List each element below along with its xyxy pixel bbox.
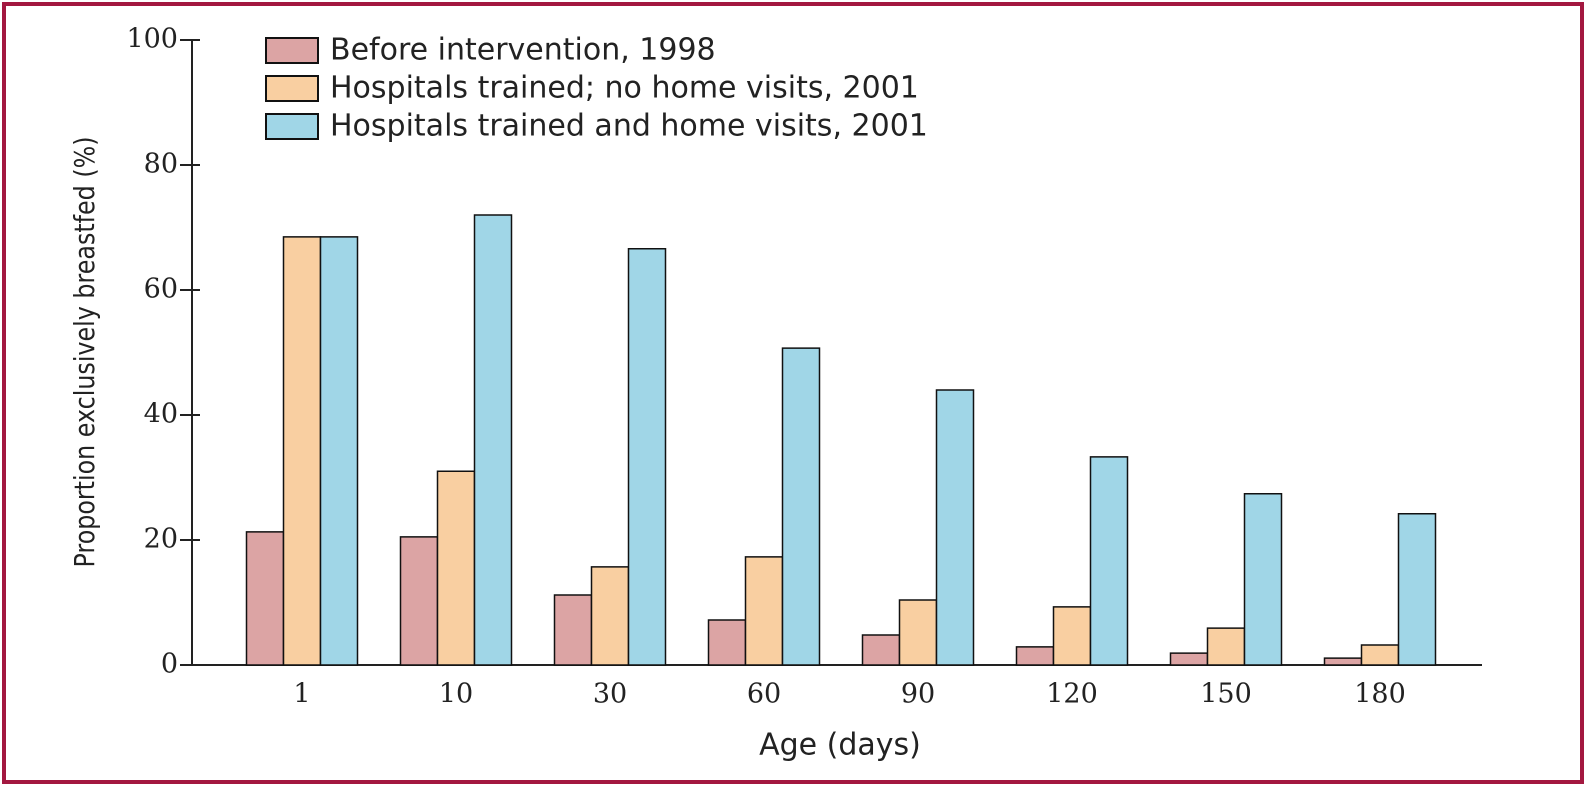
y-tick-label: 100 bbox=[126, 24, 178, 55]
x-tick-label: 90 bbox=[901, 679, 935, 710]
y-tick-label: 60 bbox=[144, 274, 178, 305]
bar bbox=[590, 566, 630, 666]
legend-swatch bbox=[265, 113, 319, 140]
x-tick-label: 180 bbox=[1354, 679, 1406, 710]
bar bbox=[627, 248, 667, 666]
y-tick-label: 40 bbox=[144, 399, 178, 430]
bar bbox=[1360, 644, 1400, 666]
x-tick-label: 60 bbox=[747, 679, 781, 710]
y-tick-label: 80 bbox=[144, 149, 178, 180]
bar bbox=[436, 470, 476, 666]
bar bbox=[1015, 646, 1055, 666]
bar bbox=[399, 536, 439, 666]
bar bbox=[1052, 606, 1092, 666]
bar bbox=[319, 236, 359, 666]
bar bbox=[744, 556, 784, 666]
x-tick-label: 150 bbox=[1200, 679, 1252, 710]
x-tick-label: 10 bbox=[439, 679, 473, 710]
bar bbox=[245, 531, 285, 666]
legend-label: Before intervention, 1998 bbox=[330, 33, 716, 68]
x-axis-label: Age (days) bbox=[759, 728, 921, 763]
x-tick-label: 30 bbox=[593, 679, 627, 710]
bar bbox=[1169, 652, 1209, 666]
y-axis-label: Proportion exclusively breastfed (%) bbox=[69, 137, 101, 568]
bar bbox=[1243, 493, 1283, 666]
bar bbox=[1397, 513, 1437, 666]
bar bbox=[861, 634, 901, 666]
bar bbox=[781, 347, 821, 666]
x-tick-label: 120 bbox=[1046, 679, 1098, 710]
legend-label: Hospitals trained and home visits, 2001 bbox=[330, 109, 928, 144]
legend-swatch bbox=[265, 37, 319, 64]
bar bbox=[1206, 627, 1246, 666]
x-tick-label: 1 bbox=[293, 679, 310, 710]
bar bbox=[1323, 657, 1363, 666]
bar bbox=[898, 599, 938, 666]
legend-swatch bbox=[265, 75, 319, 102]
bar bbox=[1089, 456, 1129, 666]
bar bbox=[707, 619, 747, 666]
y-tick-label: 20 bbox=[144, 524, 178, 555]
bar bbox=[473, 214, 513, 666]
bar bbox=[935, 389, 975, 666]
legend-label: Hospitals trained; no home visits, 2001 bbox=[330, 71, 919, 106]
bar bbox=[553, 594, 593, 666]
bar bbox=[282, 236, 322, 666]
y-tick-label: 0 bbox=[161, 649, 178, 680]
